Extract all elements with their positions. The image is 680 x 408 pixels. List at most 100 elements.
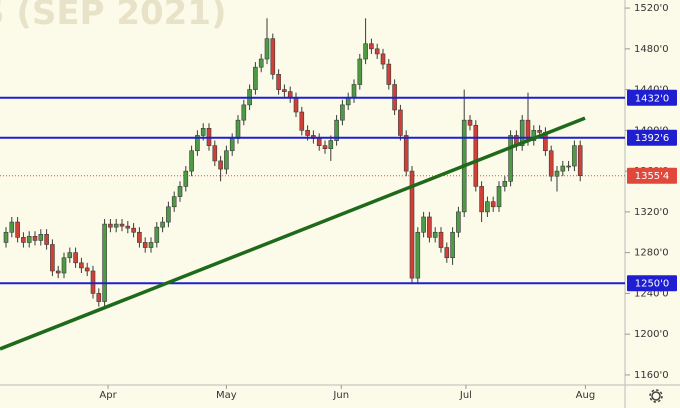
- level-box: [627, 129, 677, 146]
- candle-body: [409, 170, 415, 279]
- candle-body: [79, 262, 84, 269]
- candle-body: [357, 58, 363, 85]
- candle-body: [560, 165, 566, 172]
- candle-body: [160, 221, 165, 228]
- gear[interactable]: [651, 391, 661, 401]
- candle-body: [96, 293, 102, 302]
- candle-body: [508, 135, 513, 182]
- candle-body: [212, 145, 218, 162]
- candle-body: [61, 257, 67, 274]
- candle-body: [9, 221, 15, 233]
- candle-body: [293, 97, 299, 113]
- candle-body: [171, 196, 177, 208]
- candle-body: [224, 150, 229, 170]
- candle-body: [485, 201, 490, 213]
- candle-body: [351, 84, 357, 99]
- candle-body: [432, 231, 438, 238]
- candle-body: [479, 186, 484, 213]
- candle-body: [264, 38, 270, 60]
- candle-body: [125, 225, 131, 229]
- last-price-box: [627, 167, 677, 184]
- candle-body: [398, 109, 403, 136]
- y-tick-label: 1200'0: [634, 329, 669, 340]
- candle-body: [444, 247, 450, 259]
- candle-body: [369, 43, 374, 50]
- candle-body: [340, 104, 345, 121]
- candle-body: [374, 48, 380, 55]
- candle-body: [50, 244, 55, 272]
- candle-body: [73, 252, 78, 264]
- candle-body: [258, 58, 264, 68]
- candle-body: [537, 130, 542, 133]
- candle-body: [102, 223, 107, 302]
- candle-body: [108, 223, 113, 228]
- candle-body: [322, 145, 328, 150]
- candle-body: [490, 201, 496, 208]
- candle-body: [131, 227, 136, 233]
- candle-body: [119, 223, 125, 227]
- candle-body: [67, 252, 73, 259]
- candle-body: [502, 181, 508, 187]
- candle-body: [519, 119, 525, 146]
- candle-body: [566, 165, 571, 168]
- candle-body: [195, 135, 200, 152]
- candle-body: [473, 124, 479, 187]
- y-tick-label: 1240'0: [634, 288, 669, 299]
- candle-body: [531, 130, 537, 141]
- candle-body: [496, 186, 502, 208]
- y-tick-label: 1520'0: [634, 3, 669, 14]
- x-tick-label: May: [216, 390, 237, 401]
- y-tick-label: 1320'0: [634, 207, 669, 218]
- candle-body: [282, 89, 287, 92]
- candle-body: [84, 267, 90, 272]
- y-tick-label: 1480'0: [634, 44, 669, 55]
- candle-body: [328, 140, 334, 150]
- last-price-label: 1355'4: [635, 171, 670, 182]
- candle-body: [299, 111, 305, 131]
- level-box: [627, 275, 677, 292]
- candle-body: [166, 206, 171, 223]
- candle-body: [253, 66, 258, 90]
- candle-body: [403, 135, 409, 172]
- candle-body: [183, 170, 189, 187]
- candle-body: [3, 231, 9, 243]
- candle-body: [270, 38, 276, 75]
- candle-body: [363, 43, 368, 60]
- candle-body: [44, 233, 49, 245]
- candle-body: [55, 270, 61, 274]
- candle-body: [241, 104, 247, 121]
- candle-body: [305, 130, 310, 136]
- x-tick-label: Jun: [332, 390, 349, 401]
- candle-body: [142, 242, 148, 248]
- candle-body: [229, 138, 235, 152]
- candle-body: [467, 119, 473, 126]
- candle-body: [456, 211, 461, 233]
- candle-body: [577, 145, 583, 177]
- candle-body: [177, 186, 183, 197]
- candle-body: [276, 74, 281, 90]
- x-tick-label: Apr: [99, 390, 117, 401]
- candle-body: [572, 145, 577, 167]
- candle-body: [386, 63, 392, 85]
- candle-body: [218, 160, 223, 170]
- level-box: [627, 89, 677, 106]
- watermark: S (SEP 2021): [0, 0, 227, 33]
- candle-body: [26, 236, 32, 243]
- level-label: 1392'6: [635, 133, 670, 144]
- y-tick-label: 1280'0: [634, 248, 669, 259]
- x-tick-label: Aug: [576, 390, 596, 401]
- candle-body: [148, 242, 154, 248]
- candle-body: [90, 270, 96, 294]
- candle-body: [200, 128, 206, 136]
- y-tick-label: 1160'0: [634, 370, 669, 381]
- candle-body: [21, 237, 26, 243]
- candle-body: [554, 170, 560, 177]
- level-label: 1432'0: [635, 93, 670, 104]
- candle-body: [421, 216, 426, 233]
- settings-icon[interactable]: [649, 389, 663, 403]
- candle-body: [316, 138, 322, 146]
- gear-teeth[interactable]: [649, 389, 663, 403]
- x-tick-label: Jul: [459, 390, 472, 401]
